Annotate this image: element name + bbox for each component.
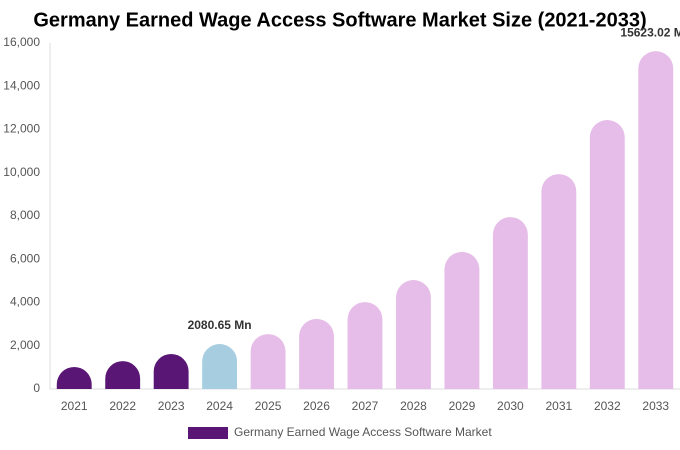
bar bbox=[638, 51, 674, 390]
y-tick-label: 6,000 bbox=[10, 251, 40, 265]
x-tick-label: 2023 bbox=[158, 399, 185, 413]
bar bbox=[56, 366, 92, 389]
legend-label: Germany Earned Wage Access Software Mark… bbox=[234, 425, 492, 439]
legend-swatch bbox=[188, 427, 228, 439]
bar bbox=[202, 344, 238, 389]
bar bbox=[299, 318, 334, 389]
x-tick-label: 2025 bbox=[255, 399, 282, 413]
x-tick-label: 2033 bbox=[642, 399, 669, 413]
x-tick-label: 2030 bbox=[497, 399, 524, 413]
x-tick-label: 2029 bbox=[449, 399, 476, 413]
x-tick-label: 2027 bbox=[352, 399, 379, 413]
bar bbox=[492, 217, 528, 389]
y-tick-label: 4,000 bbox=[10, 295, 40, 309]
data-label: 2080.65 Mn bbox=[188, 318, 252, 332]
x-tick-label: 2022 bbox=[109, 399, 136, 413]
x-tick-label: 2021 bbox=[61, 399, 88, 413]
chart-title: Germany Earned Wage Access Software Mark… bbox=[33, 9, 646, 31]
bar bbox=[396, 280, 431, 389]
bar bbox=[250, 334, 286, 389]
y-tick-label: 16,000 bbox=[3, 35, 40, 49]
bar bbox=[347, 302, 383, 389]
bar bbox=[444, 251, 480, 389]
y-tick-label: 0 bbox=[33, 381, 40, 395]
y-tick-label: 2,000 bbox=[10, 338, 40, 352]
x-tick-label: 2028 bbox=[400, 399, 427, 413]
x-tick-label: 2024 bbox=[206, 399, 233, 413]
y-tick-label: 8,000 bbox=[10, 208, 40, 222]
data-label: 15623.02 Mn bbox=[620, 25, 680, 39]
bar bbox=[153, 353, 189, 389]
bar bbox=[105, 361, 141, 389]
bar bbox=[541, 174, 577, 389]
bar bbox=[589, 119, 625, 389]
y-tick-label: 12,000 bbox=[3, 122, 40, 136]
x-tick-label: 2031 bbox=[545, 399, 572, 413]
x-tick-label: 2032 bbox=[594, 399, 621, 413]
y-tick-label: 14,000 bbox=[3, 78, 40, 92]
x-tick-label: 2026 bbox=[303, 399, 330, 413]
y-tick-label: 10,000 bbox=[3, 165, 40, 179]
